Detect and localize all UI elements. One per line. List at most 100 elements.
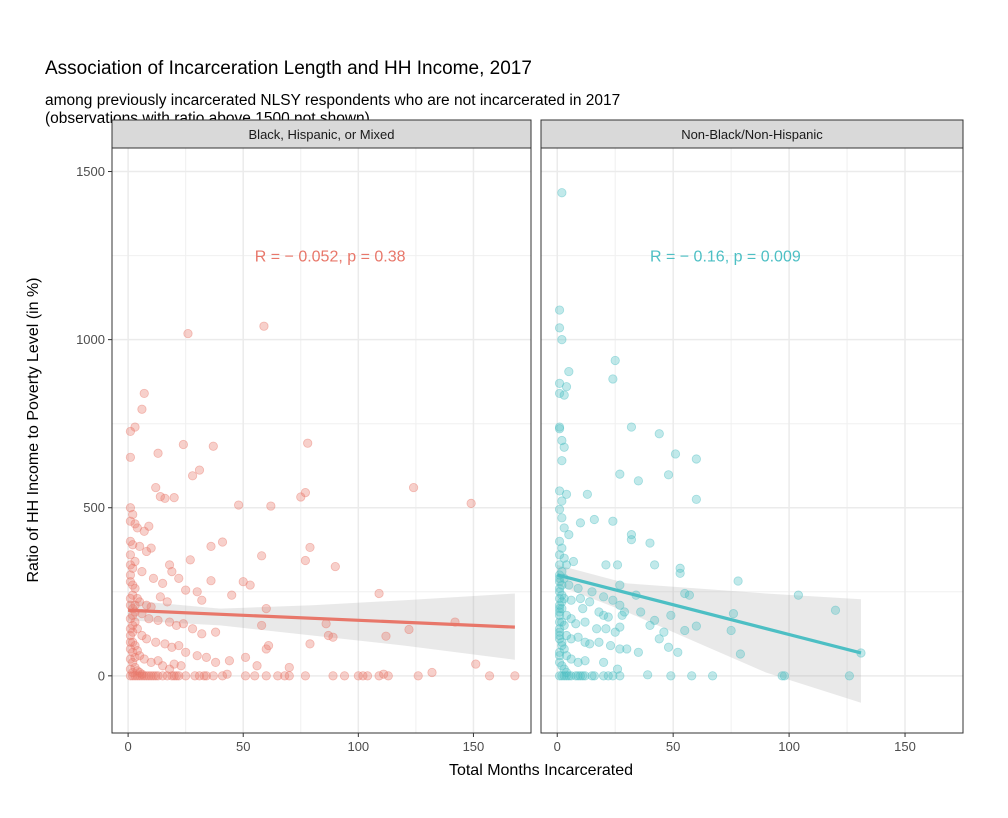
data-point bbox=[174, 671, 184, 681]
data-point bbox=[585, 639, 595, 649]
data-point bbox=[379, 669, 389, 679]
data-point bbox=[137, 671, 147, 681]
data-point bbox=[130, 640, 140, 651]
data-point bbox=[573, 583, 583, 594]
data-point bbox=[675, 568, 685, 578]
data-point bbox=[128, 540, 138, 550]
data-point bbox=[471, 659, 481, 669]
data-point bbox=[559, 664, 569, 674]
data-point bbox=[659, 627, 669, 637]
data-point bbox=[554, 536, 565, 546]
data-point bbox=[201, 652, 211, 662]
data-point bbox=[666, 610, 676, 620]
data-point bbox=[554, 583, 565, 594]
data-point bbox=[557, 637, 567, 647]
data-point bbox=[554, 627, 565, 637]
data-point bbox=[164, 560, 175, 570]
data-point bbox=[139, 526, 149, 536]
data-point bbox=[633, 647, 643, 657]
data-point bbox=[259, 321, 269, 331]
data-point bbox=[125, 624, 136, 634]
data-point bbox=[564, 366, 574, 377]
data-point bbox=[557, 671, 567, 681]
regression-line-0 bbox=[128, 608, 515, 629]
data-point bbox=[580, 671, 590, 681]
data-point bbox=[587, 587, 597, 597]
data-point bbox=[167, 642, 177, 652]
data-point bbox=[330, 561, 340, 572]
data-point bbox=[146, 671, 156, 681]
data-point bbox=[252, 661, 262, 671]
data-point bbox=[601, 560, 611, 570]
data-point bbox=[554, 587, 565, 597]
data-point bbox=[381, 631, 391, 641]
regression-line-1 bbox=[556, 573, 862, 655]
data-point bbox=[557, 435, 567, 446]
data-point bbox=[561, 610, 572, 620]
data-point bbox=[130, 583, 140, 594]
chart-title: Association of Incarceration Length and … bbox=[45, 58, 532, 79]
data-point bbox=[554, 424, 565, 434]
data-point bbox=[566, 654, 576, 664]
data-point bbox=[599, 671, 609, 681]
data-point bbox=[557, 580, 567, 590]
data-point bbox=[561, 560, 572, 570]
data-point bbox=[206, 541, 216, 552]
data-point bbox=[675, 563, 685, 573]
data-point bbox=[238, 577, 248, 587]
data-point bbox=[158, 661, 168, 671]
data-point bbox=[564, 580, 574, 590]
data-point bbox=[300, 488, 310, 498]
data-point bbox=[181, 585, 191, 595]
data-point bbox=[358, 671, 368, 681]
data-point bbox=[305, 639, 315, 649]
data-point bbox=[130, 556, 140, 567]
data-point bbox=[194, 671, 205, 681]
data-point bbox=[599, 610, 609, 620]
data-point bbox=[201, 671, 211, 681]
data-point bbox=[573, 671, 583, 681]
data-point bbox=[568, 556, 579, 567]
data-point bbox=[132, 593, 142, 604]
data-point bbox=[575, 671, 586, 681]
y-axis-label: Ratio of HH Income to Poverty Level (in … bbox=[25, 277, 42, 583]
data-point bbox=[190, 671, 200, 681]
data-point bbox=[573, 632, 583, 642]
correlation-annotation-1: R = − 0.16, p = 0.009 bbox=[650, 249, 801, 266]
data-point bbox=[561, 671, 572, 681]
data-point bbox=[328, 632, 338, 642]
data-point bbox=[192, 651, 202, 661]
data-point bbox=[284, 662, 294, 673]
data-point bbox=[733, 576, 743, 586]
data-point bbox=[164, 617, 175, 627]
data-point bbox=[680, 625, 690, 636]
data-point bbox=[633, 476, 643, 486]
data-point bbox=[197, 629, 207, 639]
data-point bbox=[139, 654, 149, 664]
data-point bbox=[626, 422, 637, 432]
data-point bbox=[160, 493, 170, 503]
data-point bbox=[181, 647, 191, 657]
data-point bbox=[141, 671, 152, 681]
data-point bbox=[599, 592, 609, 602]
data-point bbox=[125, 560, 136, 570]
data-point bbox=[580, 656, 590, 666]
data-point bbox=[187, 471, 198, 481]
data-point bbox=[554, 600, 565, 610]
data-point bbox=[571, 619, 581, 629]
data-point bbox=[557, 617, 567, 627]
x-tick-label: 50 bbox=[666, 739, 680, 754]
data-point bbox=[561, 489, 572, 499]
data-point bbox=[128, 667, 138, 678]
data-point bbox=[125, 577, 136, 587]
data-point bbox=[210, 657, 221, 667]
data-point bbox=[217, 537, 228, 547]
data-point bbox=[615, 671, 625, 681]
data-point bbox=[273, 671, 283, 681]
data-point bbox=[162, 597, 172, 607]
data-point bbox=[125, 614, 136, 624]
data-point bbox=[137, 567, 147, 577]
data-point bbox=[559, 644, 569, 654]
data-point bbox=[557, 590, 567, 600]
data-point bbox=[707, 671, 718, 681]
